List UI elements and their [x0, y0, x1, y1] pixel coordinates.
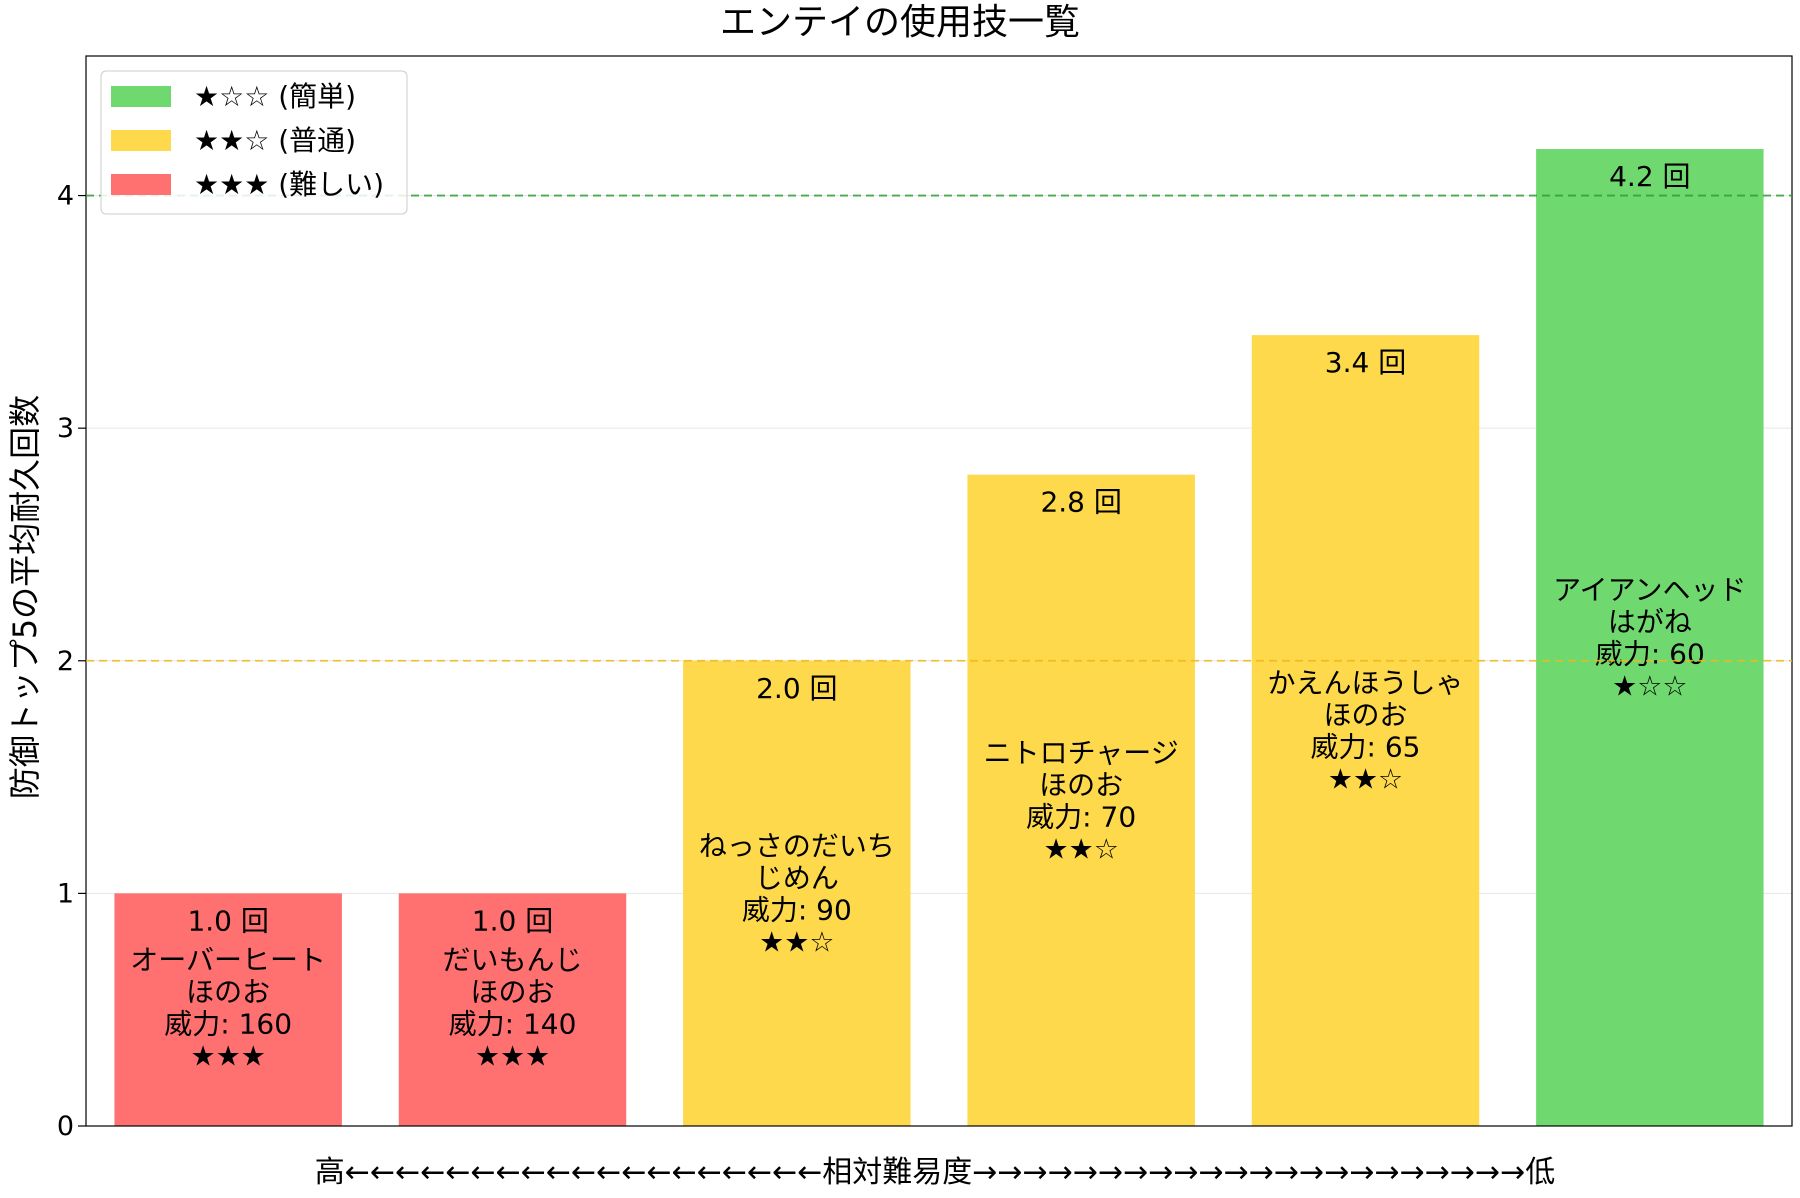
bar-move-label-line: 威力: 140: [449, 1007, 577, 1040]
bar-move-label-line: ★☆☆: [1612, 670, 1687, 703]
bar-move-label-line: 威力: 65: [1311, 731, 1421, 764]
bar-move-label-line: 威力: 90: [742, 893, 852, 926]
bar-move-label-line: オーバーヒート: [130, 943, 326, 976]
bar-move-label: だいもんじほのお威力: 140 ★★★: [442, 943, 582, 1072]
bar-move-label-line: 威力: 60: [1595, 638, 1705, 671]
bar-move-label: オーバーヒートほのお威力: 160 ★★★: [130, 943, 326, 1072]
reference-lines: [86, 194, 1792, 662]
bar-move-label: ねっさのだいちじめん威力: 90 ★★☆: [699, 829, 895, 958]
bar-move-label-line: ニトロチャージ: [984, 736, 1179, 769]
bar-value-label: 1.0 回: [187, 904, 268, 937]
legend: ★☆☆ (簡単) ★★☆ (普通) ★★★ (難しい): [100, 70, 408, 215]
y-ticks: 0 1 2 3 4: [57, 181, 86, 1142]
bar-move-label-line: ★★☆: [759, 925, 834, 958]
bar: [683, 660, 911, 1126]
y-tick-label: 0: [57, 1111, 74, 1142]
bar-value-label: 3.4 回: [1325, 346, 1406, 379]
bar: [114, 893, 342, 1126]
bar-move-label-line: 威力: 70: [1026, 800, 1136, 833]
bar: [967, 474, 1195, 1126]
legend-swatch: [111, 86, 171, 107]
bar-move-label-line: はがね: [1608, 606, 1692, 639]
bar: [1536, 149, 1764, 1127]
bar-move-label-line: かえんほうしゃ: [1267, 667, 1463, 700]
bar-value-label: 2.8 回: [1040, 486, 1121, 519]
bar-move-label-line: ★★☆: [1044, 832, 1119, 865]
legend-swatch: [111, 130, 171, 151]
bar-move-label-line: ねっさのだいち: [699, 829, 895, 862]
legend-label: ★☆☆ (簡単): [194, 80, 356, 113]
y-axis-label: 防御トップ5の平均耐久回数: [6, 395, 44, 799]
chart-title: エンテイの使用技一覧: [720, 2, 1080, 43]
bar-move-label-line: アイアンヘッド: [1553, 574, 1746, 607]
y-tick-label: 1: [57, 878, 74, 909]
bar: [398, 893, 627, 1126]
legend-label: ★★★ (難しい): [194, 168, 384, 201]
y-tick-label: 2: [57, 646, 74, 677]
x-axis-label: 高←←←←←←←←←←←←←←←←←←←相対難易度→→→→→→→→→→→→→→→…: [315, 1155, 1556, 1190]
bar-value-label: 1.0 回: [472, 904, 553, 937]
bar-move-label-line: ★★★: [191, 1039, 266, 1072]
bar: [1251, 335, 1480, 1126]
plot-frame: [85, 55, 1793, 1127]
legend-label: ★★☆ (普通): [194, 124, 356, 157]
legend-box: [100, 70, 408, 215]
bar-move-label: ニトロチャージほのお威力: 70 ★★☆: [984, 736, 1179, 865]
y-tick-label: 4: [57, 181, 74, 212]
bar-move-label: アイアンヘッドはがね威力: 60 ★☆☆: [1553, 574, 1746, 703]
bar-move-label-line: ほのお: [1323, 699, 1407, 732]
bar-move-label-line: 威力: 160: [164, 1007, 292, 1040]
legend-swatch: [111, 174, 171, 195]
bar-move-label: かえんほうしゃほのお威力: 65 ★★☆: [1267, 667, 1463, 796]
bar-move-label-line: じめん: [755, 861, 839, 894]
bar-value-label: 2.0 回: [756, 672, 837, 705]
bar-move-label-line: ほのお: [186, 975, 270, 1008]
bar-move-label-line: ★★★: [475, 1039, 550, 1072]
bar-value-label: 4.2 回: [1609, 160, 1690, 193]
bar-move-label-line: だいもんじ: [442, 943, 582, 976]
bar-move-label-line: ★★☆: [1328, 763, 1403, 796]
bar-move-label-line: ほのお: [470, 975, 554, 1008]
bar-move-label-line: ほのお: [1039, 768, 1123, 801]
y-tick-label: 3: [57, 413, 74, 444]
